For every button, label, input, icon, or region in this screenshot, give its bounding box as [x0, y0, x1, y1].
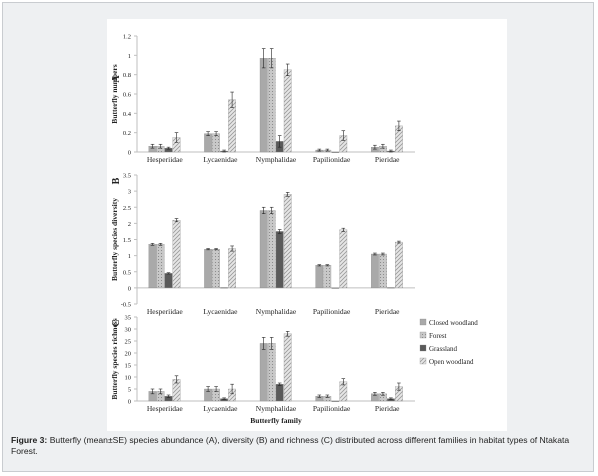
y-tick-label: 1 — [128, 53, 131, 60]
x-category-label: Papilionidae — [313, 155, 351, 164]
bar-open-woodland — [395, 241, 403, 289]
y-tick-label: 0.5 — [123, 269, 131, 276]
y-tick-label: 0 — [128, 285, 131, 292]
y-tick-label: 15 — [125, 363, 132, 370]
bar-grassland — [331, 151, 340, 153]
y-tick-label: 1.5 — [123, 237, 131, 244]
panel-letter: C — [111, 319, 122, 326]
y-tick-label: 2 — [128, 221, 131, 228]
y-tick-label: 1 — [128, 253, 131, 260]
bar-grassland — [331, 400, 340, 402]
y-tick-label: 0.8 — [123, 72, 131, 79]
bar-grassland — [275, 384, 284, 402]
bar-grassland — [164, 273, 173, 289]
bar-closed-woodland — [259, 343, 268, 402]
bar-closed-woodland — [315, 265, 324, 289]
x-category-label: Hesperiidae — [147, 404, 183, 413]
bar-open-woodland — [228, 248, 236, 289]
y-tick-label: 1.2 — [123, 34, 131, 41]
x-category-label: Pieridae — [375, 307, 400, 316]
panel-letter: A — [111, 75, 122, 83]
bar-grassland — [331, 287, 340, 289]
y-tick-label: 30 — [125, 327, 132, 334]
bar-closed-woodland — [259, 58, 268, 153]
legend-label: Closed woodland — [429, 319, 478, 327]
x-category-label: Lycaenidae — [203, 307, 238, 316]
y-tick-label: -0.5 — [121, 302, 131, 309]
y-axis-title: Butterfly numbers — [110, 64, 119, 123]
bar-open-woodland — [172, 219, 181, 289]
bar-forest — [267, 58, 276, 153]
bar-closed-woodland — [204, 133, 212, 153]
bar-forest — [267, 210, 276, 289]
bar-open-woodland — [283, 333, 292, 402]
bar-open-woodland — [339, 229, 348, 289]
bar-closed-woodland — [148, 244, 157, 289]
caption-text: Butterfly (mean±SE) species abundance (A… — [11, 435, 570, 456]
x-category-label: Lycaenidae — [203, 404, 238, 413]
y-axis-title: Butterfly species diversity — [110, 198, 119, 281]
y-tick-label: 0.2 — [123, 130, 131, 137]
x-axis-title: Butterfly family — [250, 416, 302, 425]
x-category-label: Papilionidae — [313, 307, 351, 316]
x-category-label: Pieridae — [375, 404, 400, 413]
panel-letter: B — [111, 177, 122, 184]
bar-forest — [212, 133, 220, 153]
legend-swatch — [419, 318, 427, 326]
bar-closed-woodland — [204, 249, 212, 289]
y-tick-label: 0.6 — [123, 92, 132, 99]
caption-label: Figure 3: — [11, 435, 48, 445]
y-tick-label: 20 — [125, 351, 132, 358]
y-axis-title: Butterfly species richness — [110, 318, 119, 399]
bar-closed-woodland — [371, 253, 379, 289]
bar-open-woodland — [283, 69, 292, 153]
x-category-label: Nymphalidae — [256, 307, 297, 316]
bar-grassland — [220, 287, 228, 289]
bar-grassland — [275, 231, 284, 289]
chart-panel-c: 0 5 10 15 20 25 30 35 Butterfly species richness… — [110, 315, 478, 426]
bar-closed-woodland — [259, 210, 268, 289]
y-tick-label: 3 — [128, 189, 131, 196]
x-category-label: Hesperiidae — [147, 155, 183, 164]
x-category-label: Hesperiidae — [147, 307, 183, 316]
figure-plot-area: 0 0.2 0.4 0.6 0.8 1 1.2 Butterfly numbers A Hespe… — [107, 19, 507, 431]
legend-label: Open woodland — [429, 358, 474, 366]
y-tick-label: 35 — [125, 315, 132, 322]
bar-grassland — [387, 287, 395, 289]
y-tick-label: 0 — [128, 150, 131, 157]
y-tick-label: 10 — [125, 375, 132, 382]
y-tick-label: 25 — [125, 339, 132, 346]
figure-frame: 0 0.2 0.4 0.6 0.8 1 1.2 Butterfly numbers A Hespe… — [2, 2, 594, 472]
y-tick-label: 3.5 — [123, 173, 131, 180]
y-tick-label: 2.5 — [123, 205, 131, 212]
bar-forest — [212, 249, 220, 289]
x-category-label: Lycaenidae — [203, 155, 238, 164]
legend-swatch — [419, 344, 427, 352]
bar-open-woodland — [283, 194, 292, 289]
legend: Closed woodland Forest Grassland Open woodl… — [419, 318, 478, 366]
figure-caption: Figure 3: Butterfly (mean±SE) species ab… — [11, 435, 591, 457]
y-tick-label: 5 — [128, 387, 131, 394]
legend-label: Grassland — [429, 345, 457, 353]
bar-forest — [323, 265, 332, 289]
x-category-label: Pieridae — [375, 155, 400, 164]
x-category-label: Nymphalidae — [256, 404, 297, 413]
bar-forest — [156, 244, 165, 289]
x-category-label: Papilionidae — [313, 404, 351, 413]
chart-panel-b: -0.5 0 0.5 1 1.5 2 2.5 3 3.5 Butterfly species di… — [110, 173, 415, 316]
legend-swatch — [419, 331, 427, 339]
bar-forest — [267, 343, 276, 402]
x-category-label: Nymphalidae — [256, 155, 297, 164]
y-tick-label: 0 — [128, 399, 131, 406]
bar-forest — [379, 253, 387, 289]
legend-swatch — [419, 357, 427, 365]
y-tick-label: 0.4 — [123, 111, 132, 118]
legend-label: Forest — [429, 332, 447, 340]
